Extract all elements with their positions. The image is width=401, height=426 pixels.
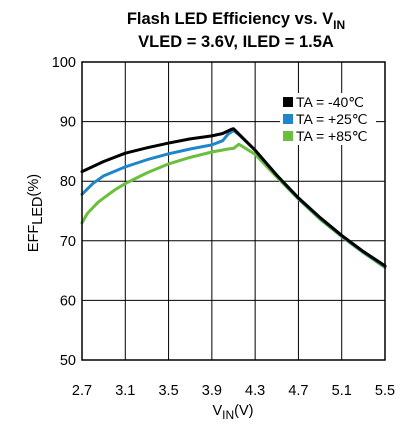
legend-label-minus40: TA = -40℃: [296, 94, 364, 110]
x-tick-label: 5.5: [375, 383, 395, 399]
series-line-minus40: [80, 127, 387, 268]
x-tick-label: 2.7: [72, 383, 92, 399]
legend-background: [280, 93, 376, 145]
legend-label-plus85: TA = +85℃: [296, 128, 368, 144]
y-tick-label: 50: [60, 353, 76, 369]
tick-labels: 2.7 3.1 3.5 3.9 4.3 4.7 5.1 5.5 50 60 70 80 90 100: [52, 55, 395, 399]
y-tick-label: 100: [52, 55, 76, 71]
y-axis-label-rest: (%): [26, 174, 42, 197]
legend-swatch-minus40: [283, 97, 293, 107]
x-tick-label: 3.5: [158, 383, 178, 399]
y-axis-label-main: EFF: [26, 225, 42, 253]
y-tick-label: 70: [60, 234, 76, 250]
x-axis-label-main: V: [212, 403, 222, 419]
legend-label-plus25: TA = +25℃: [296, 111, 368, 127]
chart-title-line2: VLED = 3.6V, ILED = 1.5A: [138, 33, 334, 51]
chart-title-main: Flash LED Efficiency vs. V: [127, 10, 333, 28]
x-tick-label: 3.9: [202, 383, 222, 399]
x-axis-label-rest: (V): [234, 403, 253, 419]
chart-title-sub: IN: [333, 18, 345, 32]
plot-frame: [81, 61, 386, 361]
y-tick-label: 90: [60, 115, 76, 131]
series-lines: [80, 127, 387, 270]
x-axis-label-sub: IN: [222, 408, 234, 422]
y-axis-label: EFFLED(%): [26, 174, 46, 252]
legend-swatch-plus85: [283, 131, 293, 141]
x-tick-label: 4.7: [288, 383, 308, 399]
legend: TA = -40℃ TA = +25℃ TA = +85℃: [280, 93, 376, 145]
x-tick-label: 3.1: [115, 383, 135, 399]
x-tick-label: 5.1: [332, 383, 352, 399]
chart-title-line1: Flash LED Efficiency vs. VIN: [127, 10, 345, 32]
x-axis-label: VIN(V): [212, 403, 253, 422]
x-tick-label: 4.3: [245, 383, 265, 399]
y-axis-label-sub: LED: [30, 196, 46, 224]
y-tick-label: 60: [60, 293, 76, 309]
legend-swatch-plus25: [283, 114, 293, 124]
y-tick-label: 80: [60, 174, 76, 190]
